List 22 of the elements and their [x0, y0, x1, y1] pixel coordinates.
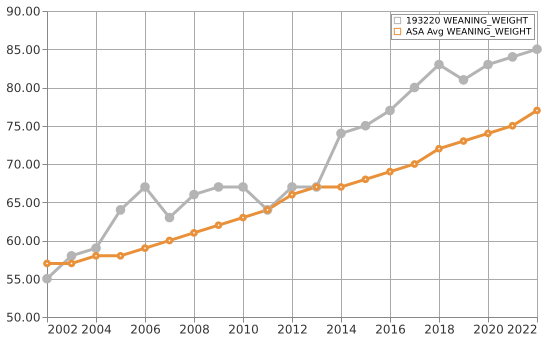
y-tick-label: 60.00	[6, 234, 40, 248]
y-tick-label: 55.00	[6, 272, 40, 286]
legend-label: ASA Avg WEANING_WEIGHT	[406, 28, 532, 38]
y-tick-label: 65.00	[6, 196, 40, 210]
y-tick-label: 80.00	[6, 81, 40, 95]
x-tick-label: 2008	[179, 322, 210, 336]
y-tick-label: 70.00	[6, 158, 40, 172]
x-tick-label: 2018	[424, 322, 455, 336]
x-tick-label: 2016	[375, 322, 406, 336]
y-tick-label: 90.00	[6, 4, 40, 18]
x-tick-label: 2022	[506, 322, 538, 336]
x-tick-label: 2010	[228, 322, 259, 336]
x-tick-label: 2012	[277, 322, 308, 336]
x-tick-label: 2020	[473, 322, 504, 336]
x-tick-label: 2014	[326, 322, 357, 336]
legend-label: 193220 WEANING_WEIGHT	[406, 16, 529, 26]
y-tick-label: 50.00	[6, 310, 40, 324]
y-tick-label: 75.00	[6, 119, 40, 134]
y-tick-label: 85.00	[6, 42, 40, 57]
x-tick-label: 2006	[130, 322, 161, 336]
x-tick-label: 2002	[48, 322, 78, 336]
x-tick-label: 2004	[81, 322, 112, 336]
